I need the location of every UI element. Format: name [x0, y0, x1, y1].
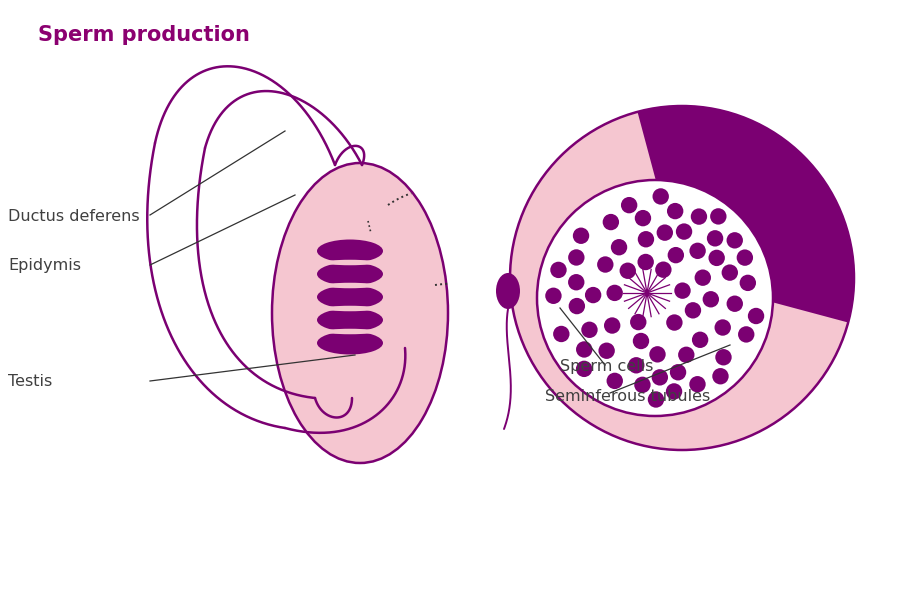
Circle shape [652, 188, 669, 204]
Text: Seminferous tubules: Seminferous tubules [545, 389, 710, 404]
Circle shape [666, 314, 682, 330]
Text: Ductus deferens: Ductus deferens [8, 209, 140, 224]
Circle shape [510, 106, 854, 450]
Ellipse shape [323, 329, 377, 334]
Circle shape [748, 308, 764, 324]
Circle shape [628, 357, 644, 373]
Circle shape [633, 333, 649, 349]
Circle shape [634, 210, 652, 226]
Ellipse shape [317, 332, 383, 355]
Circle shape [648, 391, 664, 408]
Circle shape [695, 270, 711, 286]
Circle shape [666, 384, 682, 400]
Circle shape [712, 368, 729, 385]
Circle shape [537, 180, 773, 416]
Circle shape [619, 262, 636, 279]
Circle shape [657, 224, 673, 241]
Circle shape [603, 214, 619, 230]
Circle shape [607, 373, 623, 389]
Circle shape [689, 376, 706, 393]
Ellipse shape [317, 239, 383, 262]
Ellipse shape [323, 306, 377, 311]
Circle shape [710, 208, 726, 224]
Circle shape [598, 343, 615, 359]
Circle shape [649, 346, 666, 362]
Circle shape [585, 287, 601, 303]
Circle shape [572, 227, 590, 244]
Ellipse shape [317, 262, 383, 285]
Circle shape [655, 262, 671, 278]
Circle shape [706, 230, 724, 247]
Ellipse shape [317, 285, 383, 309]
Circle shape [581, 321, 598, 338]
Circle shape [576, 341, 592, 358]
Circle shape [630, 314, 646, 330]
Circle shape [568, 274, 584, 291]
Circle shape [569, 298, 585, 314]
Circle shape [708, 250, 725, 266]
Text: Testis: Testis [8, 374, 52, 389]
Circle shape [652, 369, 668, 385]
Circle shape [604, 317, 620, 333]
Circle shape [738, 326, 754, 343]
Circle shape [722, 264, 738, 281]
Circle shape [736, 250, 753, 266]
Circle shape [634, 377, 651, 393]
Circle shape [554, 326, 570, 342]
Circle shape [638, 231, 654, 247]
Circle shape [740, 275, 756, 291]
Circle shape [668, 247, 684, 264]
Circle shape [691, 209, 707, 225]
Circle shape [607, 285, 623, 301]
Ellipse shape [323, 260, 377, 265]
Circle shape [689, 242, 706, 259]
Circle shape [670, 364, 686, 380]
Circle shape [716, 349, 732, 365]
Circle shape [726, 295, 743, 312]
Circle shape [703, 291, 719, 308]
Text: Epidymis: Epidymis [8, 258, 81, 273]
Circle shape [676, 223, 692, 240]
Circle shape [576, 361, 592, 377]
Circle shape [674, 282, 690, 299]
Circle shape [597, 256, 614, 273]
Circle shape [726, 232, 742, 248]
Circle shape [611, 239, 627, 256]
Text: Sperm production: Sperm production [38, 25, 250, 45]
Ellipse shape [317, 309, 383, 332]
Circle shape [667, 203, 683, 219]
Circle shape [715, 320, 731, 336]
Ellipse shape [272, 163, 448, 463]
Ellipse shape [496, 273, 520, 309]
Text: Sperm cells: Sperm cells [560, 359, 653, 374]
Circle shape [678, 347, 695, 363]
Ellipse shape [323, 283, 377, 288]
Circle shape [692, 332, 708, 348]
Wedge shape [637, 106, 854, 323]
Circle shape [568, 249, 584, 266]
Circle shape [545, 288, 562, 304]
Circle shape [550, 262, 567, 278]
Circle shape [621, 197, 637, 213]
Circle shape [637, 254, 654, 270]
Circle shape [685, 302, 701, 318]
